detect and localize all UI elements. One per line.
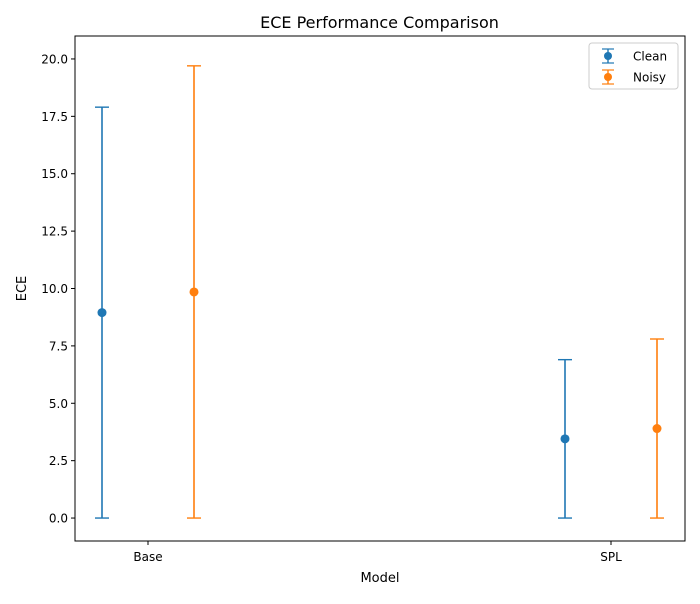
y-tick-label: 10.0 <box>41 282 68 296</box>
clean-legend-label: Clean <box>633 50 667 64</box>
x-tick-label: Base <box>133 550 162 564</box>
y-axis-label: ECE <box>15 276 30 302</box>
y-tick-label: 5.0 <box>49 397 68 411</box>
plot-frame <box>74 35 686 542</box>
y-tick-label: 17.5 <box>41 110 68 124</box>
y-tick-label: 7.5 <box>49 339 68 353</box>
y-tick-label: 15.0 <box>41 167 68 181</box>
clean-point <box>560 434 570 444</box>
noisy-legend-label: Noisy <box>633 71 666 85</box>
clean-point <box>97 308 107 318</box>
noisy-legend-marker <box>604 73 612 81</box>
y-tick-label: 12.5 <box>41 225 68 239</box>
x-axis-label: Model <box>360 571 399 586</box>
noisy-point <box>652 424 662 434</box>
plot-area <box>95 65 664 519</box>
legend: Clean Noisy <box>588 42 679 90</box>
x-tick-label: SPL <box>600 550 622 564</box>
clean-legend-marker <box>604 52 612 60</box>
chart-title: ECE Performance Comparison <box>260 13 499 32</box>
y-tick-label: 2.5 <box>49 454 68 468</box>
y-tick-label: 20.0 <box>41 52 68 66</box>
noisy-point <box>189 287 199 297</box>
y-tick-label: 0.0 <box>49 512 68 526</box>
